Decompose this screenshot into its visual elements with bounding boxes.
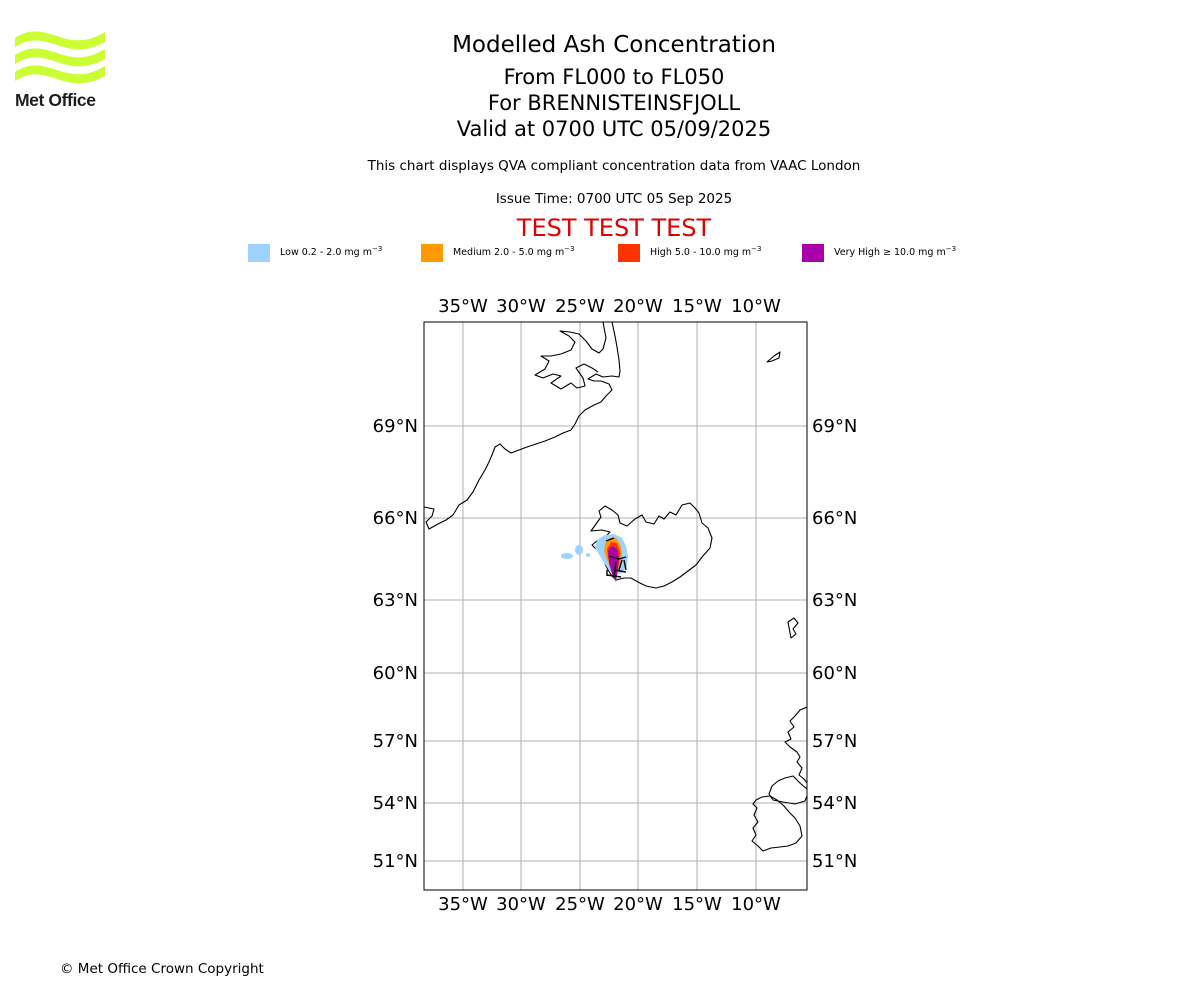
ash-contour-low-patch-central — [575, 545, 583, 555]
lat-label-left: 63°N — [373, 590, 418, 611]
met-office-logo-waves-icon — [15, 31, 105, 84]
coastlines — [424, 322, 807, 852]
lat-label-right: 60°N — [812, 663, 857, 684]
lon-label-bottom: 15°W — [672, 894, 722, 915]
met-office-logo-text: Met Office — [15, 90, 96, 110]
copyright-notice: © Met Office Crown Copyright — [60, 961, 264, 977]
longitude-labels-top: 35°W 30°W 25°W 20°W 15°W 10°W — [438, 296, 781, 317]
ash-contour-very-high — [608, 546, 619, 582]
lat-label-right: 69°N — [812, 416, 857, 437]
lat-label-right: 51°N — [812, 851, 857, 872]
met-office-logo: Met Office — [12, 28, 112, 114]
longitude-labels-bottom: 35°W 30°W 25°W 20°W 15°W 10°W — [438, 894, 781, 915]
legend-swatch-medium — [421, 244, 443, 262]
ash-contour-low-patch-west — [561, 553, 573, 559]
coastline-faroe — [787, 617, 799, 639]
legend-label-medium: Medium 2.0 - 5.0 mg m−3 — [453, 244, 575, 258]
lon-label-top: 25°W — [555, 296, 605, 317]
chart-title: Modelled Ash Concentration — [452, 32, 776, 58]
lat-label-left: 66°N — [373, 508, 418, 529]
map-gridlines — [424, 322, 807, 890]
lat-label-right: 54°N — [812, 793, 857, 814]
lat-label-right: 63°N — [812, 590, 857, 611]
volcano-fissure-marker — [605, 537, 627, 578]
legend-swatch-very-high — [802, 244, 824, 262]
lon-label-top: 15°W — [672, 296, 722, 317]
lat-label-right: 57°N — [812, 731, 857, 752]
issue-time: Issue Time: 0700 UTC 05 Sep 2025 — [495, 191, 733, 207]
coastline-ireland — [751, 795, 803, 852]
lon-label-top: 20°W — [613, 296, 663, 317]
chart-description: This chart displays QVA compliant concen… — [367, 158, 861, 174]
map-frame — [423, 321, 808, 891]
coastline-greenland — [424, 322, 621, 530]
valid-time: Valid at 0700 UTC 05/09/2025 — [456, 117, 772, 141]
lon-label-bottom: 25°W — [555, 894, 605, 915]
legend-label-high: High 5.0 - 10.0 mg m−3 — [650, 244, 762, 258]
volcano-name: For BRENNISTEINSFJOLL — [487, 91, 741, 115]
legend-label-low: Low 0.2 - 2.0 mg m−3 — [280, 244, 383, 258]
test-banner: TEST TEST TEST — [516, 214, 712, 242]
lon-label-bottom: 35°W — [438, 894, 488, 915]
legend-label-very-high: Very High ≥ 10.0 mg m−3 — [834, 244, 957, 258]
lat-label-left: 69°N — [373, 416, 418, 437]
lon-label-bottom: 10°W — [731, 894, 781, 915]
lat-label-left: 60°N — [373, 663, 418, 684]
ash-contour-low-patch-east — [586, 553, 590, 557]
coastline-scotland — [784, 706, 807, 784]
lon-label-top: 30°W — [496, 296, 546, 317]
lat-label-left: 51°N — [373, 851, 418, 872]
lon-label-bottom: 30°W — [496, 894, 546, 915]
latitude-labels-left: 69°N 66°N 63°N 60°N 57°N 54°N 51°N — [373, 416, 418, 872]
legend-swatch-high — [618, 244, 640, 262]
lat-label-right: 66°N — [812, 508, 857, 529]
coastline-ireland-north — [768, 775, 807, 805]
lon-label-top: 10°W — [731, 296, 781, 317]
legend-swatch-low — [248, 244, 270, 262]
flight-level-range: From FL000 to FL050 — [503, 65, 725, 89]
lon-label-top: 35°W — [438, 296, 488, 317]
latitude-labels-right: 69°N 66°N 63°N 60°N 57°N 54°N 51°N — [812, 416, 857, 872]
lat-label-left: 54°N — [373, 793, 418, 814]
lon-label-bottom: 20°W — [613, 894, 663, 915]
coastline-jan-mayen — [766, 351, 781, 363]
lat-label-left: 57°N — [373, 731, 418, 752]
